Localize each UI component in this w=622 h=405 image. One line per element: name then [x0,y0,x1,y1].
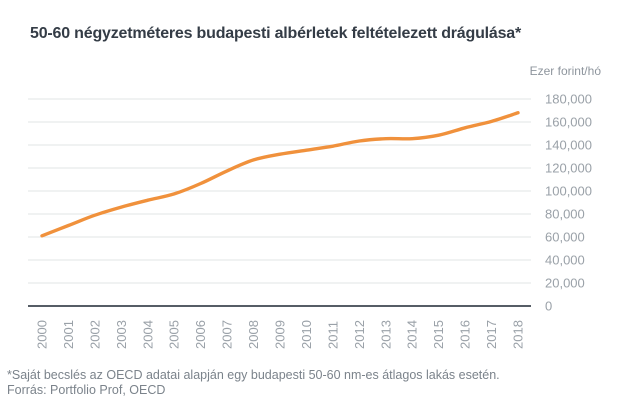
x-axis-tick-label: 2009 [273,320,288,349]
x-axis-tick-label: 2004 [140,320,155,349]
x-axis-tick-label: 2001 [61,320,76,349]
x-axis-tick-label: 2006 [193,320,208,349]
y-axis-tick-label: 120,000 [545,161,592,176]
x-axis-tick-label: 2007 [220,320,235,349]
x-axis-tick-label: 2000 [35,320,50,349]
x-axis-tick-label: 2014 [405,320,420,349]
x-axis-tick-label: 2003 [114,320,129,349]
footnote-line-2: Forrás: Portfolio Prof, OECD [7,383,166,397]
rent-price-series-line [40,111,520,238]
x-axis-tick-label: 2002 [87,320,102,349]
x-axis-tick-label: 2011 [325,321,340,349]
y-axis-tick-label: 100,000 [545,184,592,199]
x-axis-tick-label: 2012 [352,320,367,349]
x-axis-tick-label: 2017 [484,320,499,349]
y-axis-tick-label: 20,000 [545,276,585,291]
y-axis-tick-label: 40,000 [545,253,585,268]
y-axis-tick-label: 160,000 [545,115,592,130]
y-axis-tick-label: 60,000 [545,230,585,245]
x-axis-tick-label: 2013 [378,320,393,349]
x-axis-tick-label: 2015 [431,320,446,349]
x-axis-tick-label: 2005 [167,320,182,349]
y-axis-tick-label: 0 [545,299,552,314]
x-axis-tick-label: 2016 [458,320,473,349]
chart-title: 50-60 négyzetméteres budapesti albérlete… [30,25,522,42]
x-axis-tick-label: 2008 [246,320,261,349]
y-axis-tick-label: 180,000 [545,92,592,107]
y-axis-tick-label: 140,000 [545,138,592,153]
x-axis-tick-label: 2018 [511,320,526,349]
y-axis-tick-label: 80,000 [545,207,585,222]
chart-footnote: *Saját becslés az OECD adatai alapján eg… [7,368,500,398]
footnote-line-1: *Saját becslés az OECD adatai alapján eg… [7,368,500,382]
y-axis-unit-label: Ezer forint/hó [529,64,601,78]
x-axis-tick-label: 2010 [299,320,314,349]
